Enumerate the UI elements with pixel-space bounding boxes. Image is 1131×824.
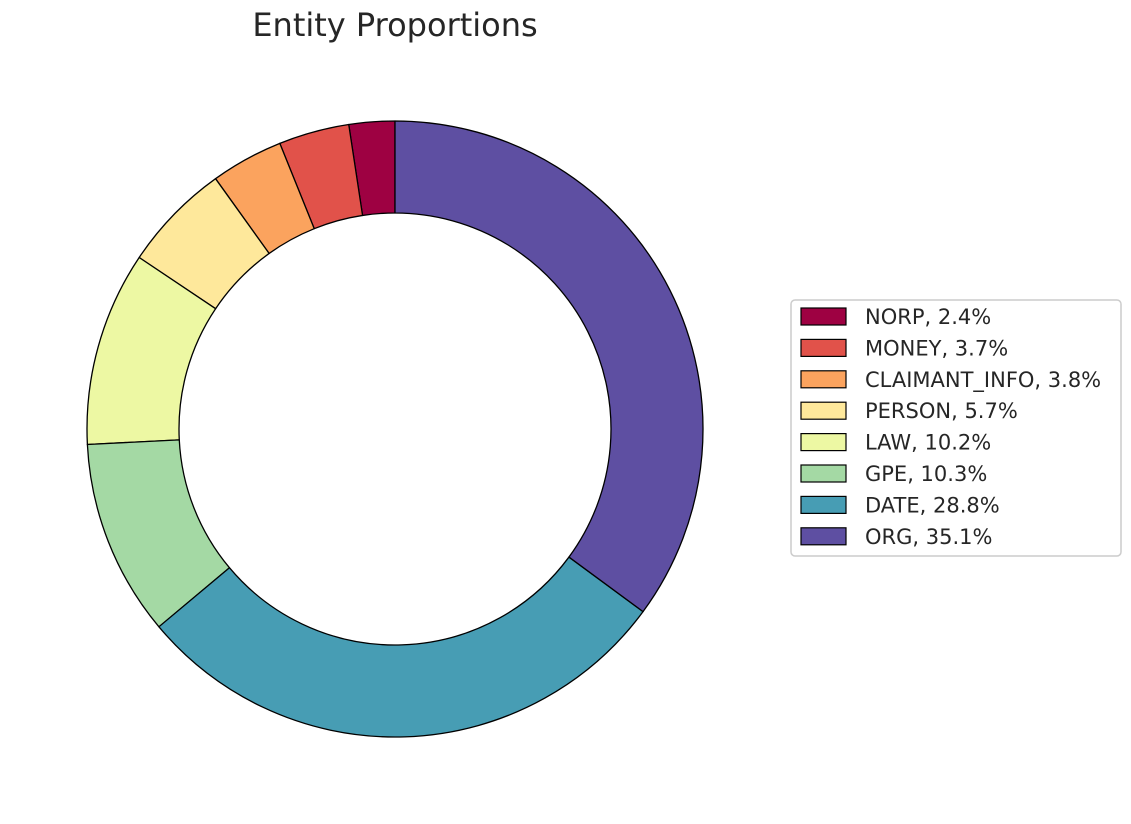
legend-swatch-org: [800, 527, 847, 546]
chart-title: Entity Proportions: [252, 6, 537, 44]
donut-slices: [86, 120, 704, 738]
legend-swatch-gpe: [800, 464, 847, 483]
legend-swatch-norp: [800, 307, 847, 326]
legend-swatch-law: [800, 433, 847, 452]
legend-label-org: ORG, 35.1%: [865, 525, 992, 549]
legend-label-person: PERSON, 5.7%: [865, 399, 1018, 423]
slice-date: [158, 556, 644, 738]
legend-label-law: LAW, 10.2%: [865, 431, 991, 455]
legend-label-date: DATE, 28.8%: [865, 493, 1000, 517]
legend-label-norp: NORP, 2.4%: [865, 305, 991, 329]
legend-swatch-claimant-info: [800, 370, 847, 389]
chart-legend: NORP, 2.4% MONEY, 3.7% CLAIMANT_INFO, 3.8%…: [790, 299, 1122, 557]
legend-items: NORP, 2.4% MONEY, 3.7% CLAIMANT_INFO, 3.8%…: [800, 305, 1101, 549]
legend-label-gpe: GPE, 10.3%: [865, 462, 987, 486]
legend-swatch-money: [800, 338, 847, 357]
legend-label-money: MONEY, 3.7%: [865, 336, 1008, 360]
legend-swatch-person: [800, 401, 847, 420]
legend-label-claimant-info: CLAIMANT_INFO, 3.8%: [865, 368, 1101, 393]
legend-frame: [790, 299, 1122, 557]
slice-org: [394, 120, 704, 613]
legend-swatch-date: [800, 495, 847, 514]
